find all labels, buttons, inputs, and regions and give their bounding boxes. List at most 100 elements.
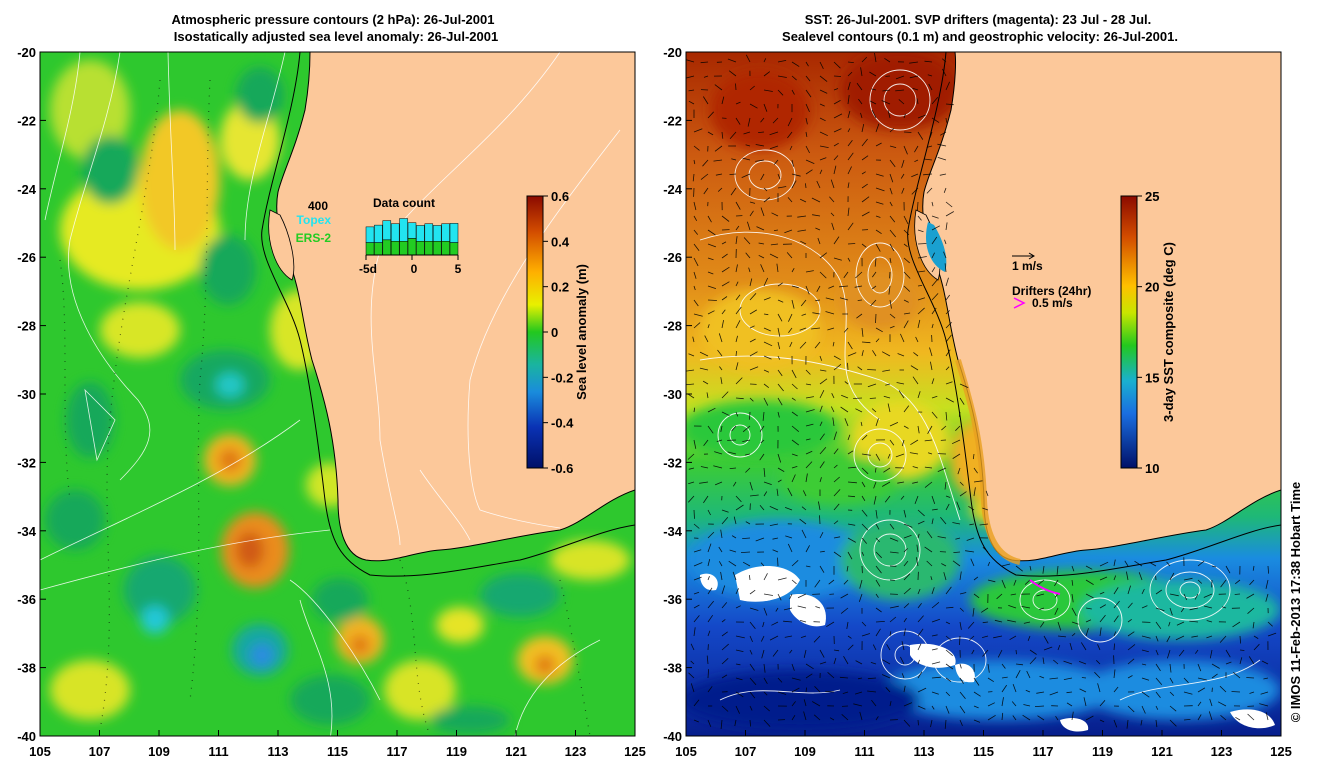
velocity-arrow: [916, 544, 919, 553]
velocity-arrow: [797, 229, 807, 232]
velocity-arrow: [742, 425, 751, 433]
velocity-arrow: [945, 606, 954, 609]
velocity-arrow: [772, 537, 779, 540]
velocity-arrow: [791, 560, 799, 567]
velocity-arrow: [1071, 593, 1074, 603]
velocity-arrow: [917, 201, 919, 211]
velocity-arrow: [693, 509, 695, 519]
velocity-arrow: [727, 58, 737, 63]
velocity-arrow: [721, 241, 727, 245]
velocity-arrow: [843, 579, 849, 585]
velocity-arrow: [931, 252, 935, 259]
right-title-line2: Sealevel contours (0.1 m) and geostrophi…: [782, 29, 1178, 44]
x-tick-label: 119: [1092, 744, 1113, 759]
velocity-arrow: [889, 605, 899, 609]
velocity-arrow: [1189, 607, 1199, 611]
velocity-arrow: [996, 593, 1003, 600]
velocity-arrow: [749, 278, 753, 287]
velocity-arrow: [847, 207, 850, 217]
velocity-arrow: [973, 467, 978, 474]
y-tick-label: -36: [17, 592, 36, 607]
velocity-arrow: [867, 383, 877, 388]
velocity-arrow: [917, 520, 925, 525]
velocity-arrow: [763, 593, 773, 596]
velocity-arrow: [987, 714, 996, 721]
velocity-arrow: [833, 363, 842, 371]
sla-colorbar-ticks: 0.6 0.4 0.2 0 -0.2 -0.4 -0.6: [543, 189, 574, 476]
velocity-arrow: [688, 467, 695, 470]
velocity-arrow: [777, 369, 783, 377]
velocity-arrow: [959, 677, 964, 684]
velocity-arrow: [861, 633, 871, 637]
velocity-arrow: [1239, 657, 1243, 665]
velocity-arrow: [1203, 605, 1213, 609]
velocity-arrow: [707, 576, 710, 581]
velocity-arrow: [869, 71, 877, 77]
velocity-arrow: [889, 159, 896, 168]
sla-colorbar: 0.6 0.4 0.2 0 -0.2 -0.4 -0.6 Sea level anomaly…: [526, 189, 589, 476]
velocity-arrow: [769, 145, 779, 150]
velocity-arrow: [1099, 627, 1102, 637]
velocity-arrow: [718, 333, 723, 343]
velocity-arrow: [747, 117, 751, 127]
y-tick-label: -40: [17, 729, 36, 744]
velocity-arrow: [735, 504, 744, 511]
velocity-arrow: [1113, 686, 1119, 693]
velocity-arrow: [1054, 593, 1059, 598]
velocity-arrow: [973, 480, 983, 483]
velocity-arrow: [1211, 565, 1217, 568]
velocity-arrow: [970, 558, 975, 567]
velocity-arrow: [1001, 663, 1006, 669]
velocity-arrow: [903, 405, 910, 413]
velocity-arrow: [973, 691, 981, 697]
velocity-arrow: [1249, 579, 1255, 586]
velocity-arrow: [791, 466, 798, 469]
velocity-arrow: [693, 271, 697, 279]
velocity-arrow: [805, 131, 808, 137]
velocity-arrow: [720, 529, 723, 539]
velocity-arrow: [875, 229, 882, 235]
velocity-arrow: [923, 173, 933, 176]
velocity-arrow: [1039, 607, 1045, 610]
velocity-arrow: [931, 395, 938, 399]
velocity-arrow: [805, 183, 807, 189]
velocity-arrow: [901, 641, 905, 651]
velocity-arrow: [853, 703, 863, 707]
velocity-arrow: [931, 307, 937, 315]
velocity-arrow: [702, 159, 709, 167]
velocity-arrow: [721, 602, 728, 609]
velocity-arrow: [805, 565, 811, 568]
velocity-arrow: [1127, 658, 1135, 665]
velocity-arrow: [1247, 607, 1255, 615]
velocity-arrow: [987, 663, 990, 673]
velocity-arrow: [945, 503, 950, 511]
velocity-arrow: [871, 699, 877, 707]
velocity-arrow: [763, 277, 769, 287]
velocity-arrow: [888, 285, 891, 295]
velocity-arrow: [945, 586, 952, 595]
velocity-arrow: [1252, 565, 1255, 571]
velocity-arrow: [702, 96, 709, 105]
x-tick-label: 105: [29, 744, 51, 759]
velocity-arrow: [917, 243, 927, 245]
velocity-arrow: [735, 335, 738, 343]
velocity-arrow: [686, 59, 695, 63]
inset-bar-ers2: [424, 241, 434, 256]
velocity-arrow: [735, 411, 739, 417]
inset-bar-topex: [424, 223, 434, 242]
velocity-arrow: [1194, 649, 1199, 654]
velocity-arrow: [812, 312, 821, 315]
velocity-arrow: [787, 197, 793, 203]
velocity-arrow: [959, 592, 967, 595]
velocity-arrow: [693, 128, 703, 133]
velocity-arrow: [931, 618, 941, 623]
velocity-arrow: [937, 143, 947, 147]
velocity-arrow: [1169, 677, 1174, 684]
velocity-arrow: [1211, 663, 1220, 669]
velocity-arrow: [1015, 649, 1017, 655]
velocity-arrow: [945, 294, 951, 301]
velocity-arrow: [713, 465, 723, 469]
velocity-arrow: [812, 701, 821, 707]
velocity-arrow: [1054, 579, 1059, 587]
velocity-arrow: [693, 215, 698, 221]
